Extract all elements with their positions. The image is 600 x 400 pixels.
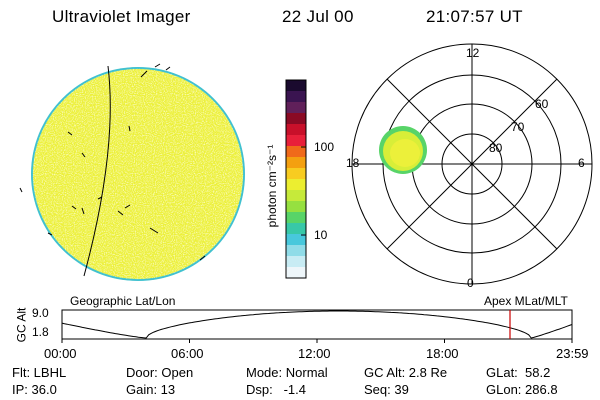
colorbar-segment xyxy=(286,256,306,268)
time-tick-2359: 23:59 xyxy=(556,346,589,361)
status-door: Door: Open xyxy=(126,365,194,380)
timeline-ymin: 1.8 xyxy=(32,325,49,339)
mlt-label-6: 6 xyxy=(578,156,585,170)
status-gain: Gain: 13 xyxy=(126,382,176,397)
mlat-label-70: 70 xyxy=(511,120,525,134)
colorbar-segment xyxy=(286,168,306,180)
colorbar-segment xyxy=(286,223,306,235)
mlt-diagonal-b xyxy=(386,78,558,250)
colorbar-frame xyxy=(285,79,307,279)
colorbar-segment xyxy=(286,80,306,92)
status-glat: GLat: 58.2 xyxy=(486,365,551,380)
status-filter: Flt: LBHL xyxy=(12,365,67,380)
colorbar-tick-100: 100 xyxy=(314,140,335,154)
status-gc-alt: GC Alt: 2.8 Re xyxy=(364,365,448,380)
colorbar-segment xyxy=(286,245,306,257)
mlt-label-18: 18 xyxy=(346,156,360,170)
terminator-line xyxy=(83,65,111,277)
colorbar-segment xyxy=(286,212,306,224)
time-tick-0000: 00:00 xyxy=(44,346,77,361)
colorbar-segment xyxy=(286,146,306,158)
colorbar-segment xyxy=(286,267,306,279)
status-dsp: Dsp: -1.4 xyxy=(246,382,306,397)
status-seq: Seq: 39 xyxy=(364,382,409,397)
coastline-fragments xyxy=(19,63,206,261)
colorbar-segment xyxy=(286,124,306,136)
time-tick-1200: 12:00 xyxy=(298,346,331,361)
colorbar-segment xyxy=(286,179,306,191)
colorbar-segment xyxy=(286,91,306,103)
timeline-ylabel: GC Alt xyxy=(14,307,29,343)
time-tick-0600: 06:00 xyxy=(171,346,204,361)
mlt-label-0: 0 xyxy=(467,276,474,290)
colorbar-segment xyxy=(286,157,306,169)
status-glon: GLon: 286.8 xyxy=(486,382,558,397)
colorbar-segment xyxy=(286,190,306,202)
observation-date: 22 Jul 00 xyxy=(282,7,354,26)
mlt-label-12: 12 xyxy=(466,46,480,60)
colorbar-ticks xyxy=(301,146,306,236)
status-mode: Mode: Normal xyxy=(246,365,328,380)
status-ip: IP: 36.0 xyxy=(12,382,57,397)
timeline-ymax: 9.0 xyxy=(32,306,49,320)
timeline-panel xyxy=(61,309,573,343)
gc-altitude-curve xyxy=(61,310,573,339)
colorbar-segment xyxy=(286,102,306,114)
observation-time: 21:07:57 UT xyxy=(426,7,523,26)
colorbar xyxy=(285,79,307,279)
colorbar-unit-label: photon cm⁻²s⁻¹ xyxy=(265,144,279,228)
geographic-label: Geographic Lat/Lon xyxy=(70,294,176,308)
auroral-emission-patch xyxy=(379,126,427,174)
colorbar-segment xyxy=(286,135,306,147)
mlat-label-60: 60 xyxy=(535,97,549,111)
colorbar-segment xyxy=(286,113,306,125)
earth-disk-image xyxy=(19,63,245,281)
mlat-label-80: 80 xyxy=(489,141,503,155)
instrument-title: Ultraviolet Imager xyxy=(52,7,191,26)
colorbar-segment xyxy=(286,234,306,246)
apex-label: Apex MLat/MLT xyxy=(484,294,568,308)
colorbar-tick-10: 10 xyxy=(314,228,328,242)
time-tick-1800: 18:00 xyxy=(426,346,459,361)
colorbar-segment xyxy=(286,201,306,213)
